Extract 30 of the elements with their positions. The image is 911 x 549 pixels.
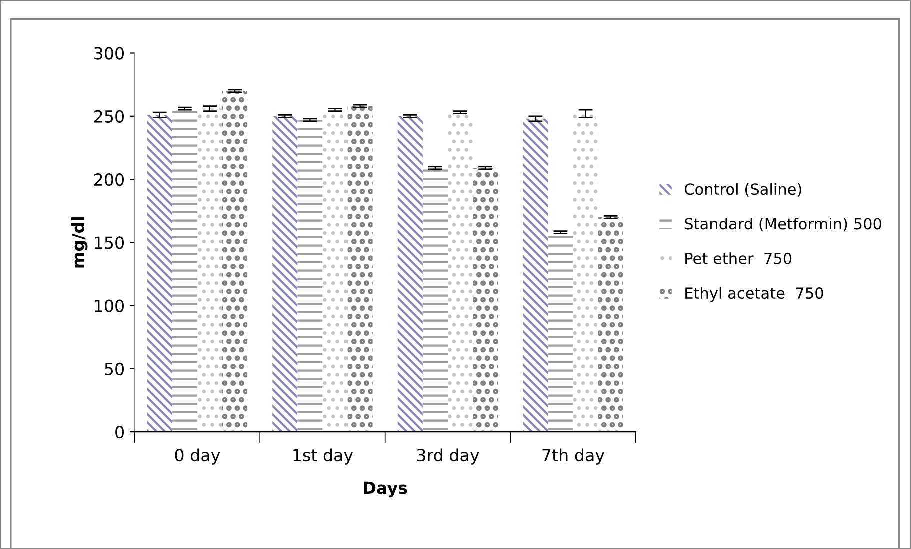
y-tick-label: 150 bbox=[95, 236, 124, 250]
y-tick-label: 250 bbox=[94, 110, 124, 123]
legend-label: Control (Saline) bbox=[684, 183, 802, 197]
bar bbox=[473, 168, 498, 432]
y-tick-label: 50 bbox=[105, 362, 124, 376]
bar bbox=[398, 116, 423, 432]
x-tick-label: 7th day bbox=[542, 448, 605, 465]
x-tick-label: 0 day bbox=[175, 448, 220, 465]
legend-label: Ethyl acetate 750 bbox=[686, 287, 824, 302]
bar bbox=[548, 232, 574, 432]
y-tick-label: 300 bbox=[94, 47, 124, 60]
bar bbox=[348, 106, 373, 432]
bar bbox=[222, 91, 248, 432]
legend-label: Pet ether 750 bbox=[686, 252, 792, 264]
x-tick-label: 3rd day bbox=[417, 448, 480, 465]
y-tick-label: 100 bbox=[95, 300, 124, 312]
bar bbox=[298, 120, 323, 432]
bar bbox=[147, 115, 172, 432]
bar bbox=[322, 110, 348, 432]
bar bbox=[272, 116, 298, 432]
y-axis-title: mg/dl bbox=[71, 218, 88, 268]
legend-label: Standard (Metformin) 500 bbox=[685, 218, 882, 232]
bar bbox=[422, 168, 448, 432]
bar bbox=[523, 118, 548, 432]
bar bbox=[598, 217, 624, 432]
x-axis-title: Days bbox=[364, 482, 408, 498]
y-tick-label: 0 bbox=[116, 426, 124, 439]
y-tick-label: 200 bbox=[94, 173, 124, 186]
bar bbox=[573, 114, 598, 432]
x-tick-label: 1st day bbox=[294, 448, 354, 465]
